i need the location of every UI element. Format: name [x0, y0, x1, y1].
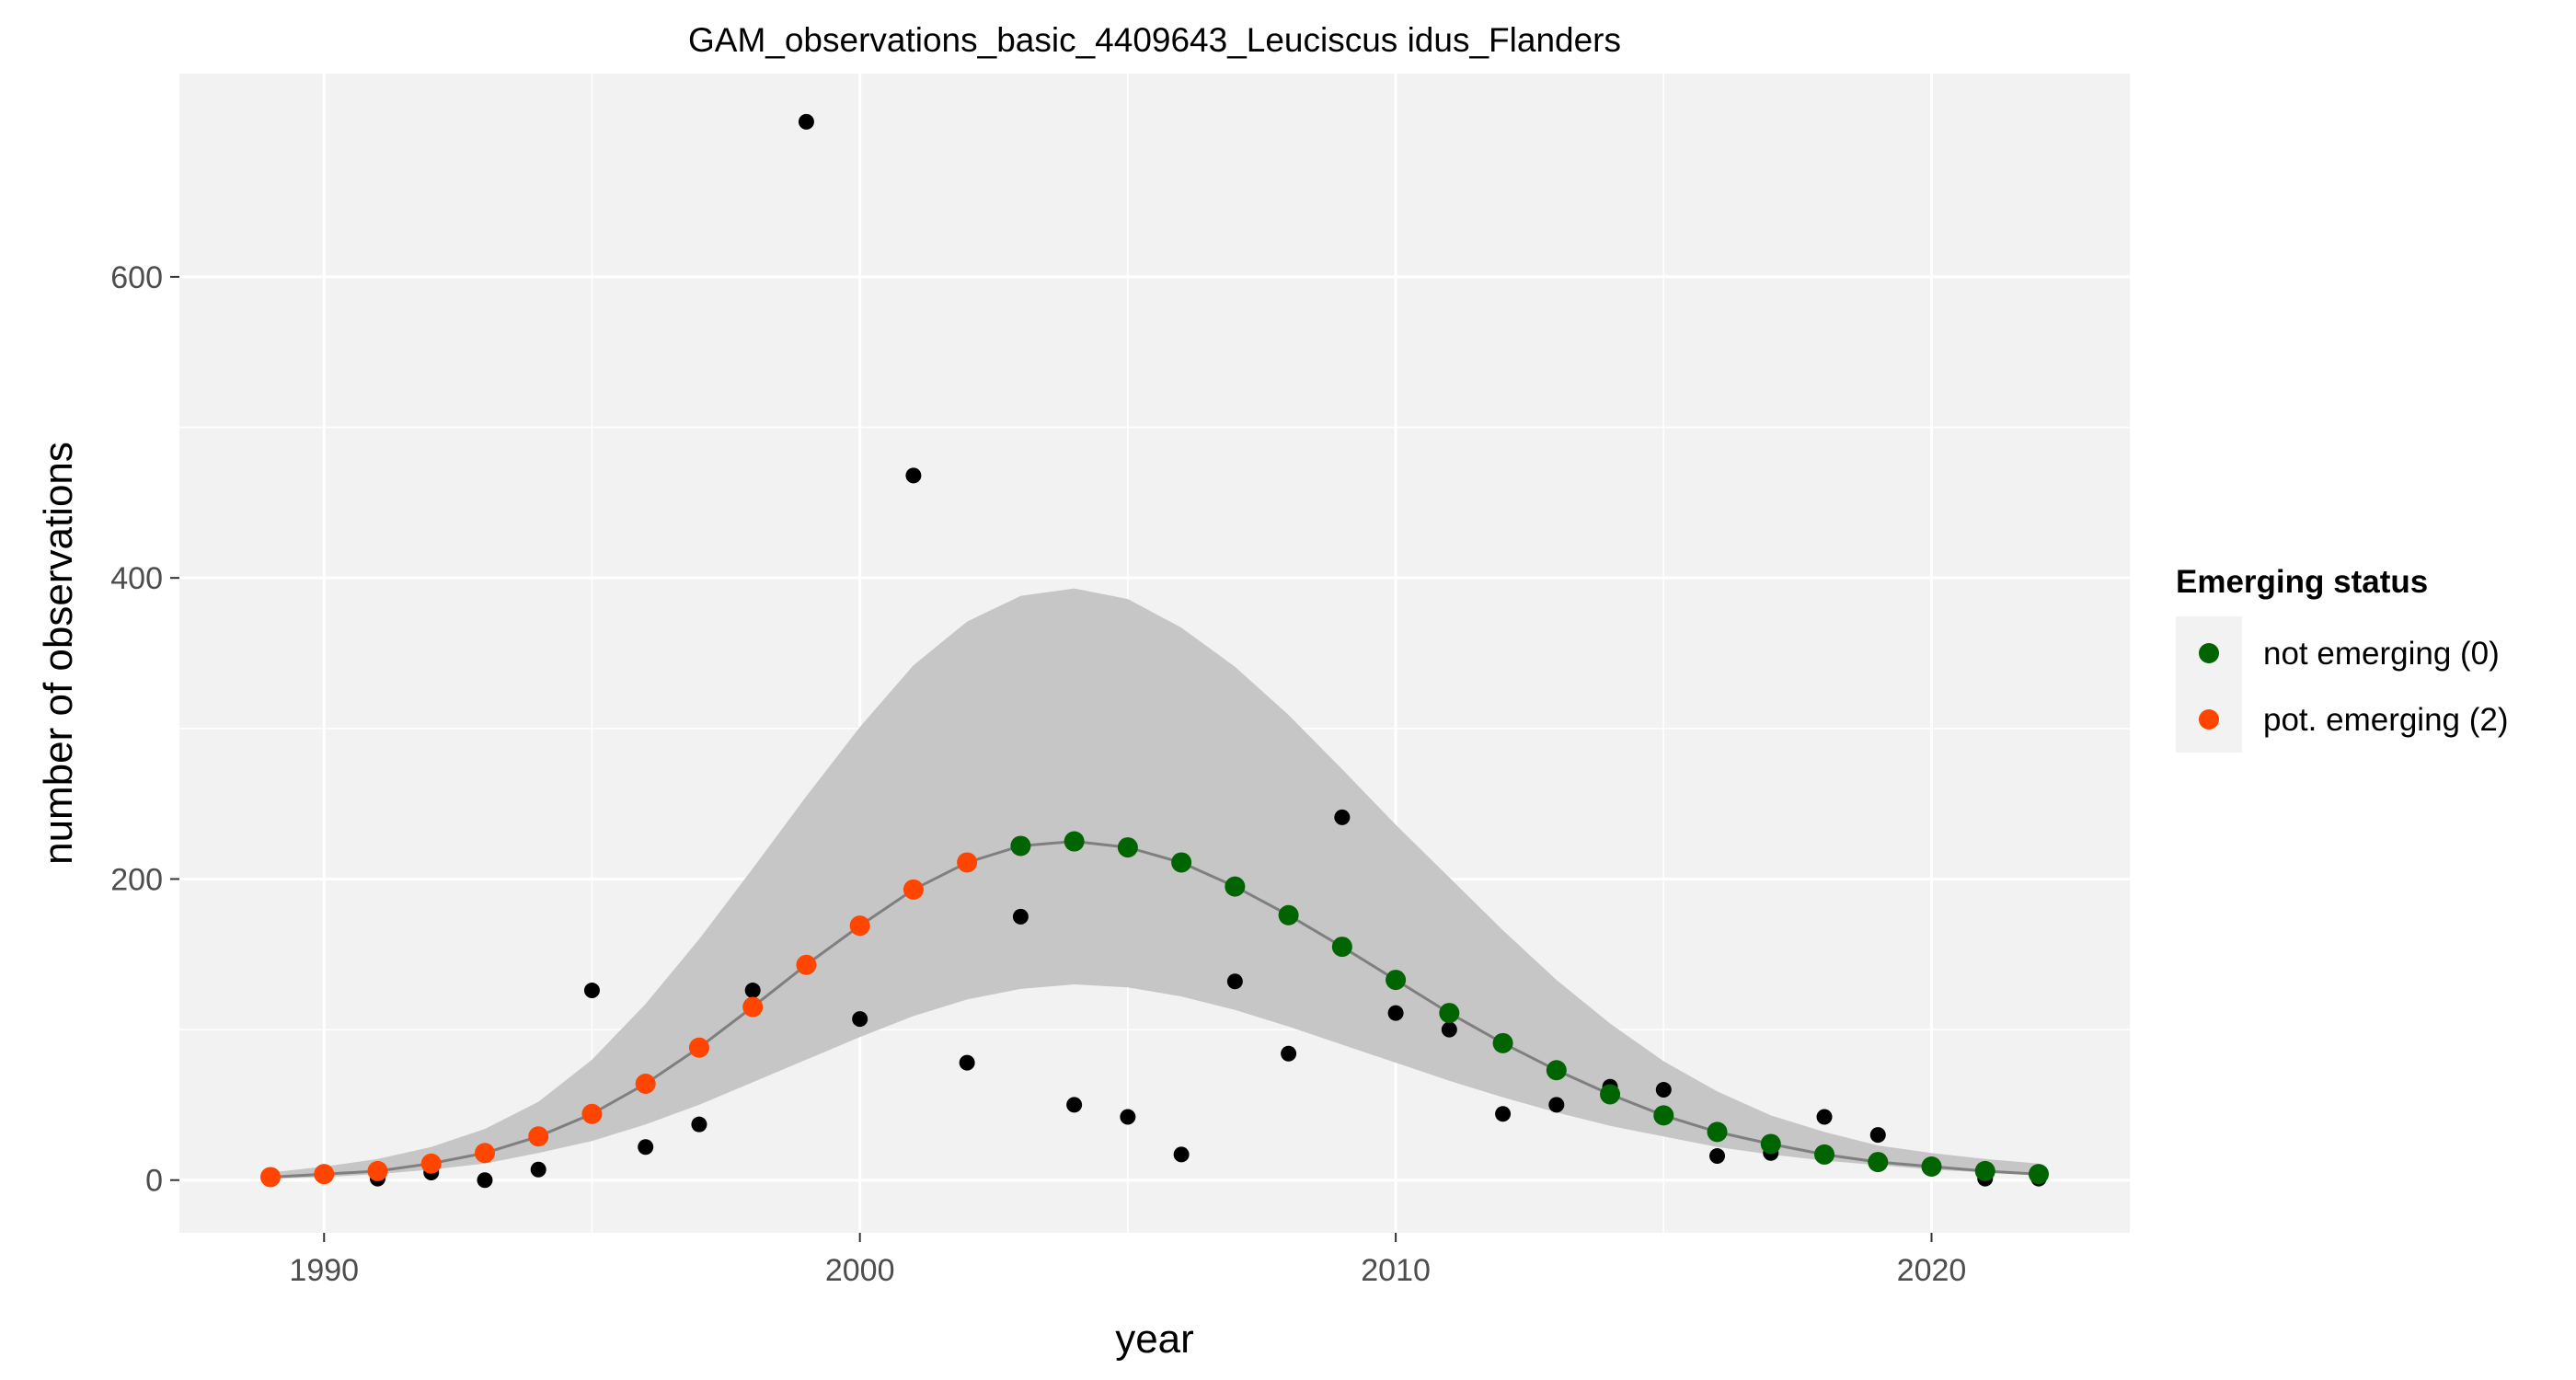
legend-label-not-emerging: not emerging (0): [2263, 636, 2500, 672]
observed-point: [1012, 908, 1029, 925]
fitted-point: [1760, 1133, 1781, 1155]
fitted-point: [1439, 1003, 1460, 1024]
fitted-point: [260, 1167, 282, 1188]
observed-point: [1441, 1021, 1457, 1038]
fitted-point: [1225, 876, 1246, 897]
observed-point: [905, 467, 922, 484]
observed-point: [1387, 1005, 1404, 1021]
observed-point: [583, 983, 600, 999]
fit-line: [270, 839, 2040, 1179]
y-tick-label: 600: [110, 260, 163, 295]
fitted-point: [474, 1143, 495, 1164]
observed-point: [691, 1116, 707, 1133]
x-tick-label: 2010: [1361, 1253, 1431, 1288]
fitted-point: [1171, 852, 1192, 873]
fitted-point: [903, 879, 924, 900]
fitted-point: [1707, 1121, 1728, 1143]
y-axis-title: number of observations: [36, 442, 81, 865]
observed-point: [1226, 973, 1243, 990]
fit-line-path: [270, 839, 2040, 1179]
fitted-point: [1331, 937, 1352, 958]
x-tick-label: 1990: [289, 1253, 359, 1288]
observed-point: [638, 1139, 654, 1156]
observed-point: [852, 1011, 868, 1028]
observed-point: [1334, 809, 1351, 825]
observed-point: [1869, 1127, 1886, 1144]
fitted-point: [796, 954, 817, 975]
fitted-point: [849, 915, 870, 937]
fitted-point: [1546, 1060, 1567, 1081]
fitted-point: [1814, 1144, 1835, 1165]
legend-key-pot-emerging: [2199, 709, 2219, 730]
fitted-point: [528, 1126, 549, 1147]
observed-point: [1281, 1045, 1297, 1062]
fitted-point: [635, 1074, 656, 1094]
fitted-point: [957, 852, 978, 873]
confidence-band: [270, 588, 2039, 1179]
y-tick-label: 400: [110, 561, 163, 596]
observed-point: [798, 113, 814, 130]
observed-point: [1495, 1106, 1512, 1122]
fitted-point: [314, 1164, 335, 1185]
fitted-point: [1600, 1084, 1621, 1105]
y-tick-label: 0: [145, 1164, 163, 1199]
observed-point: [959, 1054, 975, 1071]
confidence-ribbon: [270, 588, 2039, 1179]
x-axis-title: year: [1115, 1317, 1194, 1362]
fitted-point: [1010, 835, 1031, 857]
fitted-point: [1064, 831, 1085, 852]
legend-label-pot-emerging: pot. emerging (2): [2263, 702, 2509, 738]
fitted-point: [1386, 970, 1407, 991]
x-tick-label: 2020: [1897, 1253, 1967, 1288]
fitted-point: [1117, 837, 1138, 858]
observed-point: [1655, 1082, 1672, 1098]
fitted-point: [1921, 1156, 1942, 1177]
fitted-point: [1653, 1105, 1674, 1126]
x-tick-label: 2000: [825, 1253, 895, 1288]
observed-point: [1548, 1097, 1565, 1113]
observed-point: [1120, 1109, 1136, 1125]
legend: Emerging status not emerging (0) pot. em…: [2176, 564, 2509, 753]
observed-point: [530, 1161, 546, 1178]
fitted-point: [1868, 1152, 1889, 1173]
chart-title: GAM_observations_basic_4409643_Leuciscus…: [688, 21, 1621, 59]
x-axis: 1990 2000 2010 2020: [289, 1233, 1966, 1288]
fitted-point: [1492, 1032, 1513, 1053]
observed-point: [1066, 1097, 1083, 1113]
legend-key-not-emerging: [2199, 643, 2219, 663]
fitted-point: [1278, 904, 1299, 926]
fitted-point: [581, 1103, 603, 1124]
fitted-point: [688, 1037, 709, 1058]
fitted-points: [260, 831, 2049, 1188]
legend-key-background: [2176, 616, 2242, 753]
observed-point: [1173, 1146, 1190, 1163]
fitted-point: [2028, 1164, 2049, 1185]
grid-major: [179, 74, 2130, 1233]
fitted-point: [367, 1160, 388, 1181]
fitted-point: [1974, 1160, 1995, 1181]
fitted-point: [420, 1153, 442, 1174]
y-tick-label: 200: [110, 862, 163, 897]
observed-point: [1709, 1148, 1726, 1165]
y-axis: 0 200 400 600: [110, 260, 179, 1199]
legend-title: Emerging status: [2176, 564, 2428, 600]
observed-point: [477, 1172, 493, 1189]
fitted-point: [742, 996, 764, 1018]
observed-point: [1816, 1109, 1833, 1125]
observed-point: [744, 983, 761, 999]
